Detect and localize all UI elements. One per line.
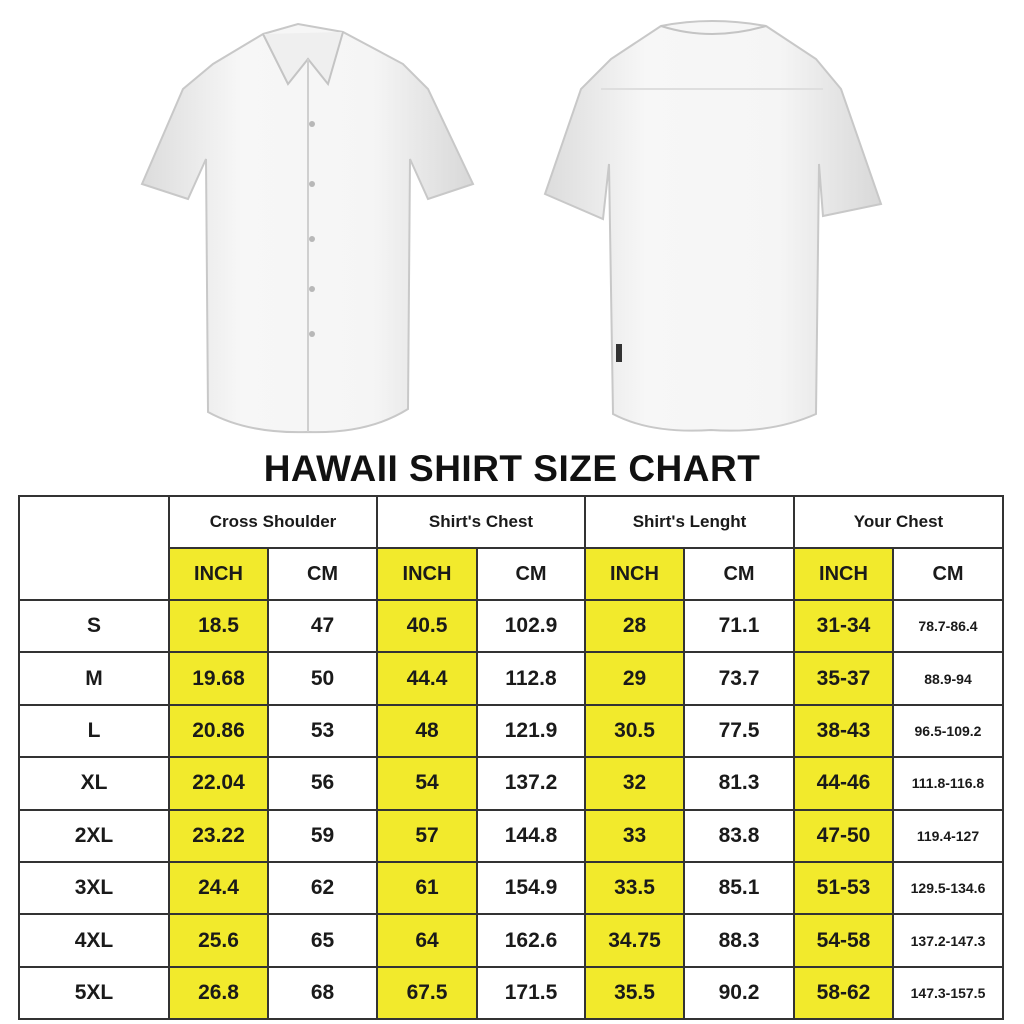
- table-cell: 53: [267, 703, 378, 759]
- group-header-row: Cross Shoulder Shirt's Chest Shirt's Len…: [18, 495, 1004, 601]
- table-cell: 33: [584, 808, 685, 863]
- table-cell: 35-37: [793, 651, 894, 706]
- size-label: M: [18, 651, 170, 706]
- table-cell: 47: [267, 598, 378, 654]
- unit-header: CM: [476, 547, 586, 601]
- table-cell: 54-58: [793, 913, 894, 968]
- table-cell: 78.7-86.4: [892, 598, 1004, 654]
- size-label: 5XL: [18, 965, 170, 1021]
- shirt-back-image: [543, 20, 883, 432]
- unit-header: INCH: [793, 547, 894, 601]
- table-cell: 162.6: [476, 913, 586, 968]
- table-cell: 56: [267, 756, 378, 811]
- size-label: L: [18, 703, 170, 759]
- unit-header: CM: [267, 547, 378, 601]
- unit-header: INCH: [168, 547, 269, 601]
- table-cell: 20.86: [168, 703, 269, 759]
- table-cell: 32: [584, 756, 685, 811]
- table-cell: 28: [584, 598, 685, 654]
- table-cell: 137.2-147.3: [892, 913, 1004, 968]
- table-cell: 112.8: [476, 651, 586, 706]
- size-label: S: [18, 598, 170, 654]
- table-cell: 102.9: [476, 598, 586, 654]
- table-cell: 22.04: [168, 756, 269, 811]
- shirt-front-image: [140, 22, 475, 434]
- table-cell: 64: [376, 913, 478, 968]
- table-row: 2XL 23.22 59 57 144.8 33 83.8 47-50 119.4-127: [18, 808, 1004, 863]
- table-cell: 81.3: [683, 756, 795, 811]
- table-cell: 38-43: [793, 703, 894, 759]
- unit-header: INCH: [584, 547, 685, 601]
- table-cell: 51-53: [793, 860, 894, 916]
- size-label: 2XL: [18, 808, 170, 863]
- table-row: S 18.5 47 40.5 102.9 28 71.1 31-34 78.7-86.4: [18, 598, 1004, 654]
- size-label: 4XL: [18, 913, 170, 968]
- table-cell: 50: [267, 651, 378, 706]
- table-cell: 88.9-94: [892, 651, 1004, 706]
- table-cell: 147.3-157.5: [892, 965, 1004, 1021]
- table-cell: 83.8: [683, 808, 795, 863]
- size-chart-table: Cross Shoulder Shirt's Chest Shirt's Len…: [18, 495, 1004, 1021]
- table-cell: 85.1: [683, 860, 795, 916]
- table-cell: 73.7: [683, 651, 795, 706]
- table-cell: 58-62: [793, 965, 894, 1021]
- table-cell: 31-34: [793, 598, 894, 654]
- size-label: 3XL: [18, 860, 170, 916]
- table-cell: 35.5: [584, 965, 685, 1021]
- table-cell: 62: [267, 860, 378, 916]
- group-header: Cross Shoulder: [168, 495, 378, 549]
- corner-cell: [18, 495, 170, 601]
- table-cell: 40.5: [376, 598, 478, 654]
- table-cell: 48: [376, 703, 478, 759]
- table-cell: 23.22: [168, 808, 269, 863]
- table-cell: 18.5: [168, 598, 269, 654]
- table-cell: 77.5: [683, 703, 795, 759]
- table-cell: 61: [376, 860, 478, 916]
- table-cell: 29: [584, 651, 685, 706]
- table-cell: 34.75: [584, 913, 685, 968]
- table-cell: 54: [376, 756, 478, 811]
- table-cell: 111.8-116.8: [892, 756, 1004, 811]
- table-cell: 30.5: [584, 703, 685, 759]
- unit-header: CM: [683, 547, 795, 601]
- table-cell: 171.5: [476, 965, 586, 1021]
- table-cell: 137.2: [476, 756, 586, 811]
- unit-header-row: INCH CM INCH CM INCH CM INCH CM: [19, 547, 1004, 601]
- unit-header: INCH: [376, 547, 478, 601]
- table-cell: 59: [267, 808, 378, 863]
- size-label: XL: [18, 756, 170, 811]
- table-cell: 154.9: [476, 860, 586, 916]
- group-header: Shirt's Chest: [376, 495, 586, 549]
- table-cell: 68: [267, 965, 378, 1021]
- size-chart-title: HAWAII SHIRT SIZE CHART: [263, 448, 761, 489]
- group-header: Shirt's Lenght: [584, 495, 795, 549]
- table-cell: 65: [267, 913, 378, 968]
- table-cell: 57: [376, 808, 478, 863]
- table-cell: 19.68: [168, 651, 269, 706]
- table-cell: 129.5-134.6: [892, 860, 1004, 916]
- table-cell: 121.9: [476, 703, 586, 759]
- table-cell: 71.1: [683, 598, 795, 654]
- table-row: 5XL 26.8 68 67.5 171.5 35.5 90.2 58-62 147.3-157…: [18, 965, 1004, 1021]
- unit-header: CM: [892, 547, 1004, 601]
- table-cell: 144.8: [476, 808, 586, 863]
- table-cell: 44-46: [793, 756, 894, 811]
- table-cell: 90.2: [683, 965, 795, 1021]
- table-cell: 44.4: [376, 651, 478, 706]
- table-cell: 47-50: [793, 808, 894, 863]
- table-cell: 67.5: [376, 965, 478, 1021]
- table-cell: 33.5: [584, 860, 685, 916]
- table-row: 3XL 24.4 62 61 154.9 33.5 85.1 51-53 129.5-134.6: [18, 860, 1004, 916]
- table-cell: 24.4: [168, 860, 269, 916]
- table-row: 4XL 25.6 65 64 162.6 34.75 88.3 54-58 137.2-147.…: [18, 913, 1004, 968]
- table-cell: 96.5-109.2: [892, 703, 1004, 759]
- group-header: Your Chest: [793, 495, 1004, 549]
- table-row: XL 22.04 56 54 137.2 32 81.3 44-46 111.8-116.8: [18, 756, 1004, 811]
- table-cell: 25.6: [168, 913, 269, 968]
- table-row: M 19.68 50 44.4 112.8 29 73.7 35-37 88.9-94: [18, 651, 1004, 706]
- table-cell: 88.3: [683, 913, 795, 968]
- table-row: L 20.86 53 48 121.9 30.5 77.5 38-43 96.5-109.2: [18, 703, 1004, 759]
- table-cell: 26.8: [168, 965, 269, 1021]
- table-cell: 119.4-127: [892, 808, 1004, 863]
